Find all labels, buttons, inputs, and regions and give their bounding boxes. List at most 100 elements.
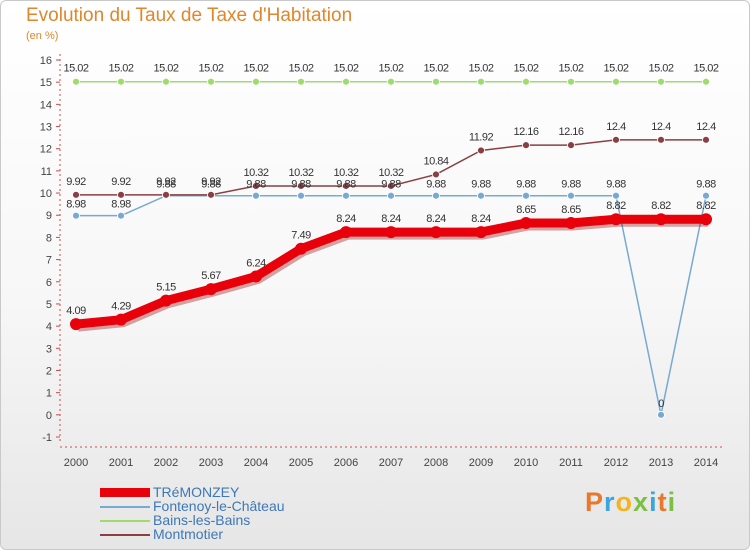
chart-unit-label: (en %) (26, 30, 59, 42)
y-tick-label: 14 (40, 99, 52, 111)
series-point (72, 190, 80, 199)
series-point (207, 190, 215, 199)
y-tick-label: 7 (46, 255, 52, 267)
series-point (387, 191, 395, 200)
series-point (432, 170, 440, 179)
series-point (657, 410, 665, 419)
series-point (162, 77, 170, 86)
legend-swatch-montmotier (100, 534, 150, 536)
data-label: 8.65 (561, 204, 581, 216)
data-label: 15.02 (423, 63, 448, 75)
y-tick-label: 10 (40, 188, 52, 200)
y-tick-label: 6 (46, 277, 52, 289)
series-point (252, 182, 260, 190)
data-label: 4.29 (111, 301, 131, 313)
data-label: 8.82 (606, 200, 626, 212)
y-tick-label: 12 (40, 144, 52, 156)
y-tick-label: -1 (42, 432, 52, 444)
series-point (252, 77, 260, 86)
data-label: 7.49 (291, 230, 311, 242)
series-point (612, 191, 620, 200)
x-tick-label: 2001 (109, 457, 133, 469)
data-label: 12.16 (558, 126, 583, 138)
y-tick-label: 8 (46, 232, 52, 244)
series-point (430, 226, 442, 239)
series-point (700, 213, 712, 226)
series-point (522, 77, 530, 86)
data-label: 9.88 (561, 179, 581, 191)
data-label: 9.88 (201, 179, 221, 191)
data-label: 8.82 (651, 200, 671, 212)
series-point (387, 182, 395, 190)
logo-letter: i (667, 487, 677, 517)
data-label: 8.24 (381, 213, 401, 225)
series-point (565, 216, 577, 229)
x-tick-label: 2004 (244, 457, 268, 469)
series-point (117, 211, 125, 220)
legend-item-tremonzey: TRéMONZEY (100, 484, 360, 500)
series-point (612, 135, 620, 144)
data-label: 9.88 (246, 179, 266, 191)
data-label: 10.32 (333, 167, 358, 179)
data-label: 12.4 (696, 121, 716, 133)
legend: TRéMONZEY Fontenoy-le-Château Bains-les-… (100, 484, 360, 542)
data-label: 9.88 (426, 179, 446, 191)
data-label: 8.82 (696, 200, 716, 212)
logo-letter: t (657, 487, 668, 517)
data-label: 12.16 (513, 126, 538, 138)
series-point (657, 135, 665, 144)
data-label: 15.02 (333, 63, 358, 75)
legend-label-fontenoy: Fontenoy-le-Château (153, 498, 285, 514)
data-label: 5.67 (201, 270, 221, 282)
logo-letter: x (633, 487, 650, 517)
series-point (432, 191, 440, 200)
series-point (70, 318, 82, 331)
data-label: 8.24 (426, 213, 446, 225)
data-label: 9.88 (606, 179, 626, 191)
series-point (297, 77, 305, 86)
data-label: 8.24 (471, 213, 491, 225)
data-label: 12.4 (606, 121, 626, 133)
data-label: 5.15 (156, 282, 176, 294)
x-tick-label: 2000 (64, 457, 88, 469)
x-tick-label: 2013 (649, 457, 673, 469)
data-label: 15.02 (693, 63, 718, 75)
series-point (342, 77, 350, 86)
series-point (655, 213, 667, 226)
series-point (612, 77, 620, 86)
x-tick-label: 2011 (559, 457, 583, 469)
series-point (477, 77, 485, 86)
data-label: 15.02 (153, 63, 178, 75)
series-point (340, 226, 352, 239)
series-point (297, 191, 305, 200)
y-tick-label: 2 (46, 365, 52, 377)
series-point (252, 191, 260, 200)
data-label: 12.4 (651, 121, 671, 133)
data-label: 11.92 (469, 131, 494, 143)
data-label: 9.88 (516, 179, 536, 191)
legend-label-bains: Bains-les-Bains (153, 512, 251, 528)
legend-swatch-tremonzey (100, 488, 150, 497)
data-label: 9.88 (336, 179, 356, 191)
series-point (610, 213, 622, 226)
series-point (385, 226, 397, 239)
legend-swatch-fontenoy (100, 506, 150, 508)
series-point (702, 191, 710, 200)
series-point (702, 77, 710, 86)
data-label: 9.88 (471, 179, 491, 191)
data-label: 15.02 (603, 63, 628, 75)
data-label: 15.02 (63, 63, 88, 75)
series-point (250, 270, 262, 283)
legend-label-montmotier: Montmotier (153, 526, 224, 542)
series-point (432, 77, 440, 86)
x-tick-label: 2007 (379, 457, 403, 469)
legend-item-montmotier: Montmotier (100, 526, 360, 542)
data-label: 0 (658, 398, 664, 410)
series-point (477, 146, 485, 155)
data-label: 15.02 (378, 63, 403, 75)
y-tick-label: 4 (46, 321, 52, 333)
x-tick-label: 2005 (289, 457, 313, 469)
data-label: 4.09 (66, 305, 86, 317)
x-tick-label: 2014 (694, 457, 718, 469)
